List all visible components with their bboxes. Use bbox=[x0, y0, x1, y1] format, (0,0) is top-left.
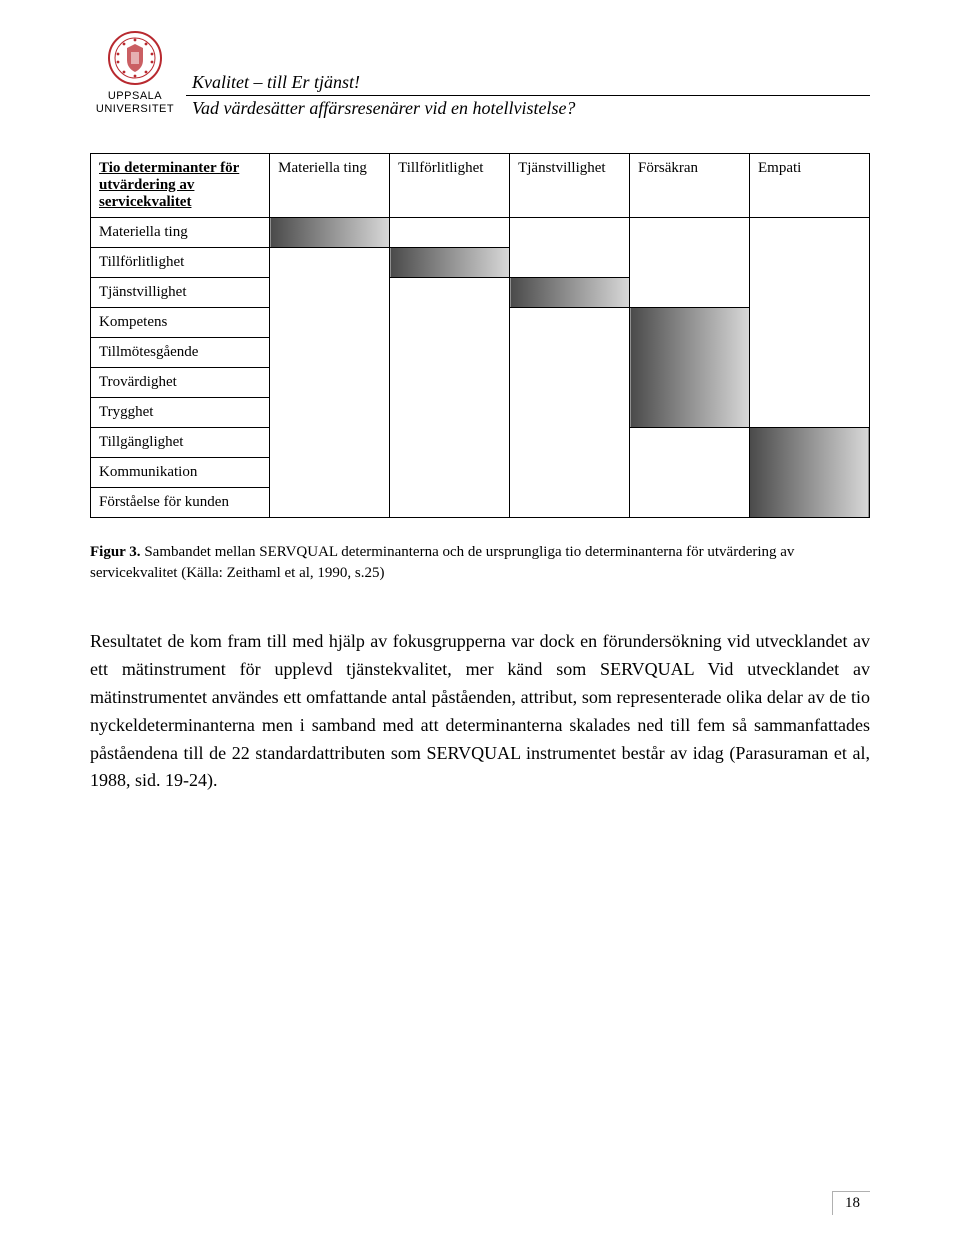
table-cell bbox=[390, 278, 510, 518]
table-row-label: Trygghet bbox=[91, 398, 270, 428]
figure-caption-text: Sambandet mellan SERVQUAL determinantern… bbox=[90, 544, 794, 581]
table-cell bbox=[510, 278, 630, 308]
table-cell bbox=[630, 308, 750, 428]
body-paragraph: Resultatet de kom fram till med hjälp av… bbox=[90, 628, 870, 795]
table-column-header: Försäkran bbox=[630, 154, 750, 218]
table-row-label: Tillförlitlighet bbox=[91, 248, 270, 278]
title-line1: Kvalitet – till Er tjänst! bbox=[186, 72, 870, 96]
table-row-label: Tillmötesgående bbox=[91, 338, 270, 368]
university-seal-icon bbox=[107, 30, 163, 86]
table-cell bbox=[270, 248, 390, 518]
figure-label: Figur 3. bbox=[90, 544, 141, 560]
table-column-header: Materiella ting bbox=[270, 154, 390, 218]
table-row-label: Trovärdighet bbox=[91, 368, 270, 398]
table-cell bbox=[510, 218, 630, 278]
determinants-table: Tio determinanter för utvärdering av ser… bbox=[90, 153, 870, 518]
figure-caption: Figur 3. Sambandet mellan SERVQUAL deter… bbox=[90, 542, 870, 584]
table-column-header: Tillförlitlighet bbox=[390, 154, 510, 218]
table-column-header: Tjänstvillighet bbox=[510, 154, 630, 218]
page-header: UPPSALA UNIVERSITET Kvalitet – till Er t… bbox=[90, 30, 870, 119]
table-cell bbox=[510, 308, 630, 518]
table-row-label: Materiella ting bbox=[91, 218, 270, 248]
table-row-label: Kompetens bbox=[91, 308, 270, 338]
table-cell bbox=[749, 428, 869, 518]
table-row: Materiella ting bbox=[91, 218, 870, 248]
table-column-header: Empati bbox=[749, 154, 869, 218]
page-number: 18 bbox=[832, 1191, 870, 1215]
title-block: Kvalitet – till Er tjänst! Vad värdesätt… bbox=[186, 30, 870, 119]
table-corner-header: Tio determinanter för utvärdering av ser… bbox=[91, 154, 270, 218]
table-row-label: Förståelse för kunden bbox=[91, 488, 270, 518]
table-cell bbox=[749, 218, 869, 428]
table-row-label: Kommunikation bbox=[91, 458, 270, 488]
table-row-label: Tillgänglighet bbox=[91, 428, 270, 458]
title-line2: Vad värdesätter affärsresenärer vid en h… bbox=[186, 96, 870, 119]
table-cell bbox=[270, 218, 390, 248]
table-cell bbox=[390, 218, 510, 248]
table-cell bbox=[390, 248, 510, 278]
table-cell bbox=[630, 428, 750, 518]
university-line1: UPPSALA bbox=[108, 90, 162, 102]
university-name: UPPSALA UNIVERSITET bbox=[96, 90, 174, 115]
table-cell bbox=[630, 218, 750, 308]
university-logo-block: UPPSALA UNIVERSITET bbox=[90, 30, 180, 115]
university-line2: UNIVERSITET bbox=[96, 103, 174, 115]
table-row-label: Tjänstvillighet bbox=[91, 278, 270, 308]
